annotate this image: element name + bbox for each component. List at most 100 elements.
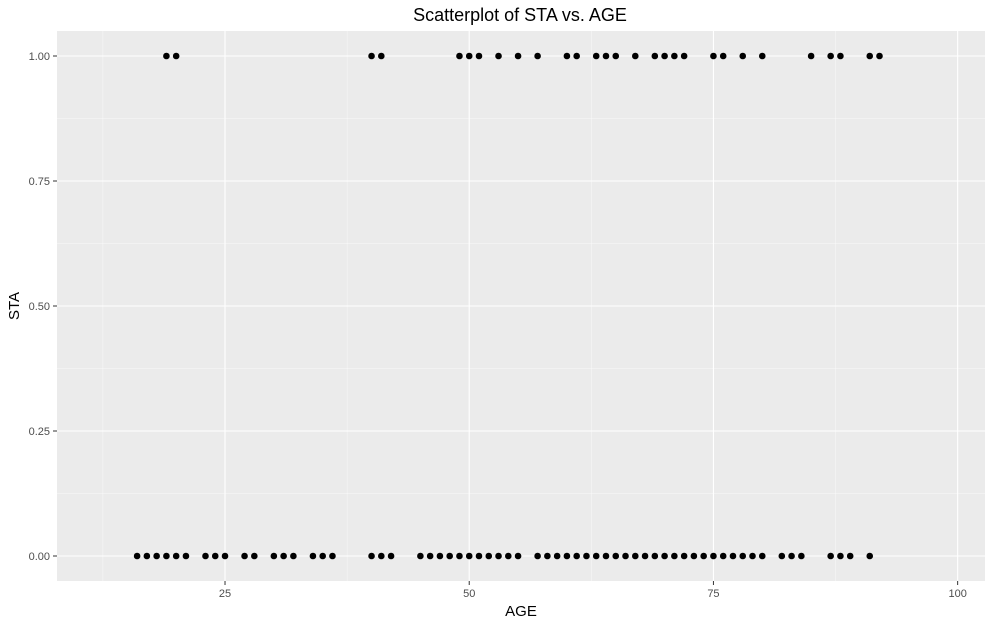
y-tick-label: 1.00 (29, 51, 50, 63)
data-point (846, 552, 854, 560)
x-axis-title: AGE (505, 603, 537, 620)
data-point (612, 552, 620, 560)
y-axis-title: STA (6, 292, 23, 320)
data-point (309, 552, 317, 560)
data-point (456, 552, 463, 560)
data-point (211, 552, 219, 560)
data-point (837, 52, 844, 60)
data-point (622, 552, 629, 560)
data-point (505, 552, 512, 560)
data-point (221, 552, 229, 560)
data-point (631, 552, 639, 560)
data-point (387, 552, 395, 560)
x-tick-label: 75 (707, 588, 719, 600)
data-point (475, 52, 483, 60)
data-point (866, 52, 874, 60)
data-point (651, 552, 659, 560)
y-tick-label: 0.00 (29, 551, 50, 563)
data-point (729, 552, 737, 560)
x-tick-label: 25 (219, 588, 231, 600)
data-point (592, 552, 600, 560)
data-point (163, 52, 170, 60)
data-points (133, 52, 883, 560)
y-axis-ticks: 0.00 0.25 0.50 0.75 1.00 (29, 51, 57, 563)
data-point (290, 552, 297, 560)
data-point (514, 552, 522, 560)
data-point (700, 552, 707, 560)
y-tick-label: 0.75 (29, 176, 50, 188)
data-point (876, 52, 883, 60)
data-point (465, 552, 473, 560)
data-point (475, 552, 483, 560)
data-point (465, 52, 473, 60)
data-point (368, 52, 375, 60)
data-point (719, 52, 727, 60)
data-point (641, 552, 649, 560)
data-point (602, 552, 610, 560)
data-point (378, 552, 385, 560)
data-point (788, 552, 795, 560)
data-point (661, 52, 668, 60)
data-point (651, 52, 659, 60)
data-point (573, 52, 580, 60)
data-point (182, 552, 190, 560)
data-point (563, 552, 571, 560)
data-point (329, 552, 336, 560)
data-point (710, 52, 717, 60)
data-point (202, 552, 209, 560)
y-tick-label: 0.50 (29, 301, 50, 313)
data-point (563, 52, 571, 60)
data-point (133, 552, 141, 560)
major-gridlines (57, 31, 985, 581)
data-point (866, 552, 874, 560)
data-point (251, 552, 258, 560)
data-point (514, 52, 522, 60)
data-point (749, 552, 756, 560)
data-point (172, 552, 180, 560)
data-point (592, 52, 600, 60)
data-point (739, 52, 747, 60)
data-point (631, 52, 639, 60)
x-tick-label: 50 (463, 588, 475, 600)
data-point (739, 552, 747, 560)
data-point (807, 52, 815, 60)
x-axis-ticks: 25 50 75 100 (219, 581, 967, 600)
data-point (671, 52, 678, 60)
data-point (758, 552, 766, 560)
data-point (661, 552, 668, 560)
data-point (417, 552, 424, 560)
data-point (241, 552, 248, 560)
data-point (798, 552, 805, 560)
data-point (690, 552, 698, 560)
data-point (485, 552, 493, 560)
chart-title: Scatterplot of STA vs. AGE (413, 5, 627, 25)
x-tick-label: 100 (948, 588, 966, 600)
data-point (319, 552, 327, 560)
data-point (270, 552, 278, 560)
data-point (758, 52, 766, 60)
data-point (172, 52, 180, 60)
data-point (710, 552, 717, 560)
data-point (368, 552, 375, 560)
data-point (153, 552, 160, 560)
data-point (680, 52, 688, 60)
data-point (495, 552, 502, 560)
data-point (436, 552, 444, 560)
data-point (583, 552, 590, 560)
data-point (671, 552, 678, 560)
data-point (426, 552, 434, 560)
data-point (534, 52, 541, 60)
data-point (446, 552, 453, 560)
data-point (456, 52, 463, 60)
data-point (544, 552, 551, 560)
data-point (280, 552, 287, 560)
data-point (680, 552, 688, 560)
data-point (163, 552, 170, 560)
data-point (602, 52, 610, 60)
data-point (778, 552, 786, 560)
data-point (378, 52, 385, 60)
data-point (495, 52, 502, 60)
data-point (837, 552, 844, 560)
